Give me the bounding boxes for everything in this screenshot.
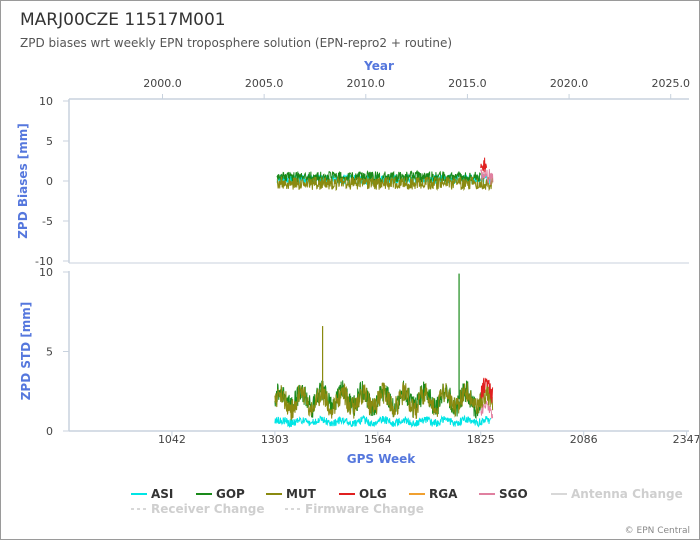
std-y-axis-title: ZPD STD [mm] [19,302,33,401]
week-tick-label: 2086 [570,433,598,446]
legend-item-mut[interactable]: MUT [266,487,317,501]
std-y-ticks: 10 5 0 [39,266,69,438]
legend-label: ASI [151,487,173,501]
week-ticks: 1042 1303 1564 1825 2086 2347 [158,431,700,446]
legend-label: RGA [429,487,458,501]
bias-series-mut [276,175,493,192]
legend-label: MUT [286,487,317,501]
bias-y-tick-label: -10 [35,255,53,268]
legend-item-gop[interactable]: GOP [196,487,245,501]
legend-label: Firmware Change [305,502,424,516]
year-tick-label: 2015.0 [448,77,487,90]
std-series-mut [274,382,494,421]
legend: ASI GOP MUT OLG RGA SGO Antenna Change Receiver… [131,487,683,516]
credit-text: © EPN Central [625,526,690,536]
year-tick-label: 2010.0 [347,77,386,90]
chart-title: MARJ00CZE 11517M001 [20,10,226,30]
bias-y-axis-title: ZPD Biases [mm] [16,123,30,239]
bias-y-ticks: 10 5 0 -5 -10 [35,95,69,268]
legend-item-receiver-change[interactable]: Receiver Change [131,502,265,516]
std-series-sgo [480,400,494,419]
legend-item-sgo[interactable]: SGO [479,487,528,501]
bias-series-olg [480,157,488,173]
std-y-tick-label: 10 [39,266,53,279]
legend-item-firmware-change[interactable]: Firmware Change [285,502,424,516]
bias-series-sgo [480,169,494,185]
chart-subtitle: ZPD biases wrt weekly EPN troposphere so… [20,36,452,50]
year-tick-label: 2000.0 [143,77,182,90]
bias-y-tick-label: -5 [42,215,53,228]
std-y-tick-label: 5 [46,346,53,359]
legend-item-antenna-change[interactable]: Antenna Change [551,487,683,501]
legend-label: Receiver Change [151,502,265,516]
year-ticks: 2000.0 2005.0 2010.0 2015.0 2020.0 2025.0 [143,77,690,99]
legend-label: OLG [359,487,387,501]
std-series-asi [274,414,492,429]
year-axis-title: Year [363,59,394,73]
week-tick-label: 1042 [158,433,186,446]
legend-item-olg[interactable]: OLG [339,487,387,501]
week-tick-label: 1303 [261,433,289,446]
legend-item-asi[interactable]: ASI [131,487,173,501]
bias-y-tick-label: 10 [39,95,53,108]
week-tick-label: 2347 [673,433,699,446]
bias-y-tick-label: 5 [46,135,53,148]
legend-item-rga[interactable]: RGA [409,487,458,501]
bias-series-group [276,157,494,192]
std-series-olg [480,377,494,403]
legend-label: Antenna Change [571,487,683,501]
year-tick-label: 2005.0 [245,77,284,90]
week-axis-title: GPS Week [347,452,417,466]
legend-label: SGO [499,487,528,501]
week-tick-label: 1564 [364,433,392,446]
std-y-tick-label: 0 [46,425,53,438]
legend-label: GOP [216,487,245,501]
year-tick-label: 2025.0 [651,77,690,90]
std-series-group [274,273,494,429]
bias-y-tick-label: 0 [46,175,53,188]
week-tick-label: 1825 [467,433,495,446]
year-tick-label: 2020.0 [550,77,589,90]
